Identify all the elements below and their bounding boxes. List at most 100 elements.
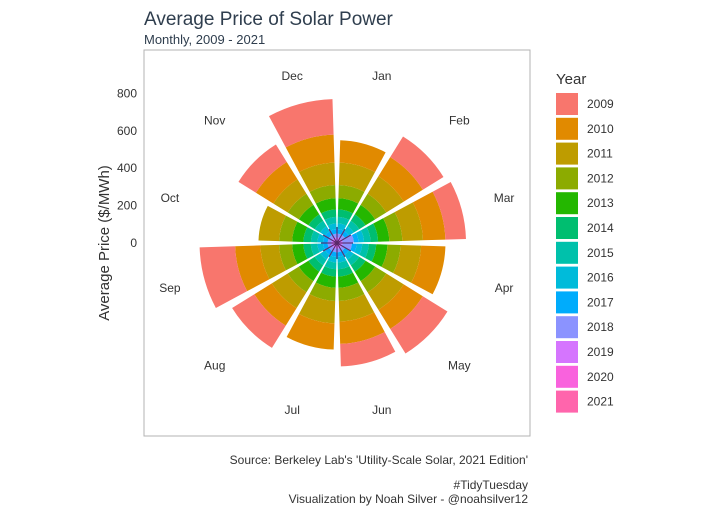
bar-feb-2009 bbox=[390, 136, 444, 190]
bar-dec-2015 bbox=[324, 216, 337, 226]
bar-aug-2017 bbox=[325, 247, 333, 255]
center-spoke bbox=[322, 234, 338, 244]
bar-dec-2013 bbox=[315, 198, 336, 214]
bar-aug-2009 bbox=[232, 294, 286, 348]
bar-dec-2018 bbox=[332, 233, 337, 239]
bar-may-2014 bbox=[350, 256, 366, 272]
legend-swatch-2019 bbox=[556, 341, 578, 363]
month-label-dec: Dec bbox=[282, 69, 303, 83]
bar-jan-2014 bbox=[337, 209, 353, 220]
legend-label-2014: 2014 bbox=[587, 221, 614, 235]
legend-label-2016: 2016 bbox=[587, 271, 614, 285]
bar-feb-2011 bbox=[367, 176, 404, 213]
caption-source: Source: Berkeley Lab's 'Utility-Scale So… bbox=[230, 453, 528, 467]
bar-dec-2012 bbox=[309, 185, 336, 204]
bar-sep-2011 bbox=[260, 244, 286, 280]
bar-nov-2017 bbox=[325, 231, 333, 239]
bar-mar-2018 bbox=[341, 235, 354, 243]
bar-jul-2016 bbox=[327, 255, 337, 263]
bar-aug-2010 bbox=[254, 283, 297, 326]
bar-feb-2012 bbox=[360, 193, 387, 220]
month-label-aug: Aug bbox=[204, 358, 225, 372]
legend-swatch-2013 bbox=[556, 192, 578, 215]
bar-dec-2014 bbox=[321, 209, 337, 220]
legend-swatch-2011 bbox=[556, 142, 578, 165]
bar-jan-2018 bbox=[337, 233, 342, 239]
bar-oct-2015 bbox=[310, 230, 320, 243]
bar-jul-2019 bbox=[334, 245, 337, 249]
bar-jun-2018 bbox=[337, 247, 342, 253]
bar-oct-2013 bbox=[292, 221, 308, 242]
bar-mar-2019 bbox=[339, 240, 343, 243]
bar-aug-2016 bbox=[320, 250, 330, 260]
legend-label-2013: 2013 bbox=[587, 196, 614, 210]
legend-swatch-2015 bbox=[556, 241, 578, 264]
caption-hashtag: #TidyTuesday bbox=[454, 478, 528, 492]
bar-aug-2014 bbox=[308, 256, 324, 272]
bar-oct-2018 bbox=[327, 238, 333, 243]
bar-jun-2012 bbox=[338, 282, 365, 301]
bar-jun-2016 bbox=[337, 255, 347, 263]
bar-may-2012 bbox=[360, 266, 387, 293]
bar-dec-2011 bbox=[299, 162, 336, 192]
bar-nov-2011 bbox=[273, 179, 307, 213]
bar-sep-2014 bbox=[303, 243, 314, 259]
chart-subtitle: Monthly, 2009 - 2021 bbox=[144, 32, 265, 47]
legend: 2009 2010 2011 2012 2013 2014 2015 2016 2017 2018… bbox=[556, 93, 614, 413]
legend-label-2015: 2015 bbox=[587, 246, 614, 260]
bar-nov-2019 bbox=[332, 238, 336, 242]
y-tick-label: 400 bbox=[117, 161, 137, 175]
y-tick-label: 0 bbox=[130, 236, 137, 250]
bar-sep-2019 bbox=[331, 243, 335, 246]
center-spoke bbox=[328, 228, 338, 244]
bar-dec-2010 bbox=[285, 134, 335, 173]
center-spoke bbox=[328, 242, 338, 258]
bar-apr-2019 bbox=[339, 243, 343, 246]
bar-feb-2019 bbox=[338, 238, 342, 242]
bar-sep-2010 bbox=[235, 245, 270, 292]
bar-jan-2015 bbox=[337, 216, 350, 226]
bar-may-2009 bbox=[390, 296, 448, 354]
spokes-layer bbox=[321, 227, 353, 259]
month-label-apr: Apr bbox=[495, 281, 514, 295]
month-label-jan: Jan bbox=[372, 69, 391, 83]
legend-label-2011: 2011 bbox=[587, 147, 613, 161]
bar-feb-2014 bbox=[350, 214, 366, 230]
bar-feb-2010 bbox=[378, 157, 423, 202]
month-label-may: May bbox=[448, 358, 471, 372]
bar-may-2019 bbox=[338, 244, 342, 248]
legend-swatch-2016 bbox=[556, 266, 578, 289]
month-label-sep: Sep bbox=[159, 281, 181, 295]
bar-jul-2018 bbox=[332, 247, 337, 253]
bar-aug-2015 bbox=[314, 253, 327, 266]
legend-swatch-2009 bbox=[556, 93, 578, 115]
legend-label-2021: 2021 bbox=[587, 395, 614, 409]
bar-sep-2012 bbox=[279, 244, 298, 271]
center-spoke bbox=[336, 242, 352, 252]
bar-jun-2011 bbox=[338, 294, 375, 322]
month-label-feb: Feb bbox=[449, 114, 470, 128]
bar-sep-2009 bbox=[199, 246, 248, 308]
center-spoke bbox=[322, 242, 338, 252]
bars-layer bbox=[199, 99, 466, 367]
y-axis-ticks: 0 200 400 600 800 bbox=[117, 86, 137, 250]
legend-label-2010: 2010 bbox=[587, 122, 614, 136]
legend-label-2017: 2017 bbox=[587, 295, 614, 309]
bar-may-2017 bbox=[341, 247, 349, 255]
bar-jul-2015 bbox=[324, 260, 337, 270]
bar-jan-2019 bbox=[337, 237, 340, 241]
caption-credit: Visualization by Noah Silver - @noahsilv… bbox=[289, 492, 529, 506]
bar-aug-2012 bbox=[287, 266, 314, 293]
bar-dec-2019 bbox=[334, 237, 337, 241]
bar-dec-2016 bbox=[327, 223, 337, 231]
bar-sep-2015 bbox=[310, 243, 320, 256]
y-axis-title: Average Price ($/MWh) bbox=[96, 165, 113, 321]
bar-apr-2012 bbox=[381, 244, 401, 274]
bar-jun-2019 bbox=[337, 245, 340, 249]
legend-label-2020: 2020 bbox=[587, 370, 614, 384]
bar-feb-2017 bbox=[341, 231, 349, 239]
month-labels: Jan Feb Mar Apr May Jun Jul Aug Sep Oct Nov Dec bbox=[159, 69, 514, 417]
bar-aug-2019 bbox=[332, 244, 336, 248]
bar-sep-2013 bbox=[292, 244, 308, 265]
